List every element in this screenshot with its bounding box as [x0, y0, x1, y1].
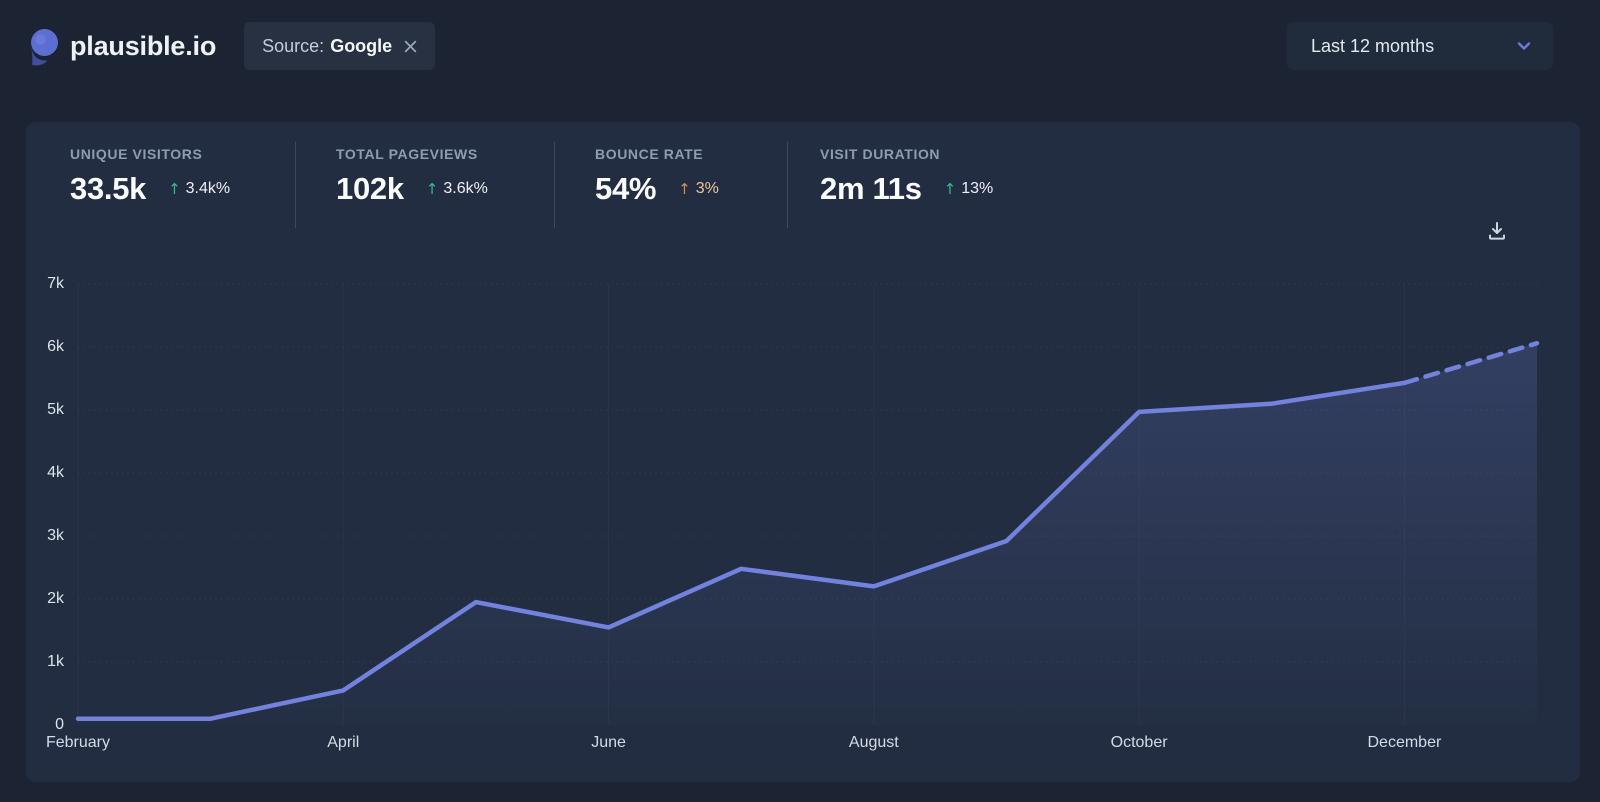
- chevron-down-icon: [1517, 42, 1531, 50]
- stat-total-pageviews[interactable]: TOTAL PAGEVIEWS 102k ↑ 3.6k%: [296, 142, 555, 228]
- y-axis-tick: 5k: [47, 401, 64, 418]
- stat-delta: ↑ 3.6k%: [425, 180, 488, 198]
- y-axis-tick: 3k: [47, 527, 64, 544]
- filter-chip-prefix: Source:: [262, 35, 325, 56]
- stats-row: UNIQUE VISITORS 33.5k ↑ 3.4k% TOTAL PAGE…: [26, 142, 1088, 228]
- x-axis-tick: April: [327, 734, 360, 751]
- delta-arrow-up-icon: ↑: [168, 180, 181, 198]
- delta-arrow-up-icon: ↑: [678, 180, 691, 198]
- plausible-logo-icon: [31, 29, 58, 66]
- date-range-value: Last 12 months: [1311, 35, 1435, 56]
- stat-label: VISIT DURATION: [820, 146, 941, 162]
- stat-visit-duration[interactable]: VISIT DURATION 2m 11s ↑ 13%: [788, 142, 1088, 228]
- x-axis-tick: October: [1110, 734, 1168, 751]
- analytics-panel: UNIQUE VISITORS 33.5k ↑ 3.4k% TOTAL PAGE…: [26, 122, 1580, 782]
- y-axis-tick: 6k: [47, 338, 64, 355]
- chart-series: [75, 340, 1540, 725]
- x-axis-tick: February: [45, 734, 111, 751]
- stat-label: UNIQUE VISITORS: [70, 146, 203, 162]
- y-axis-tick: 0: [55, 716, 64, 733]
- site-name: plausible.io: [70, 30, 217, 61]
- stat-unique-visitors[interactable]: UNIQUE VISITORS 33.5k ↑ 3.4k%: [26, 142, 296, 228]
- download-icon[interactable]: [1482, 216, 1512, 246]
- stat-label: TOTAL PAGEVIEWS: [336, 146, 478, 162]
- x-axis-tick: June: [591, 734, 626, 751]
- stat-value: 2m 11s: [820, 171, 922, 206]
- x-axis-tick: December: [1367, 734, 1442, 751]
- delta-arrow-up-icon: ↑: [425, 180, 439, 198]
- y-axis-tick: 4k: [47, 464, 64, 481]
- date-range-selector[interactable]: Last 12 months: [1287, 22, 1553, 70]
- stat-delta: ↑ 13%: [943, 180, 994, 198]
- filter-chip-value: Google: [330, 35, 393, 56]
- stat-value: 102k: [336, 171, 404, 206]
- y-axis-tick: 1k: [47, 653, 64, 670]
- top-bar: plausible.io Source: Google Last 12 mont…: [0, 0, 1600, 92]
- y-axis-tick: 7k: [47, 275, 64, 292]
- delta-arrow-up-icon: ↑: [943, 180, 957, 198]
- stat-delta: ↑ 3%: [678, 180, 719, 198]
- stat-label: BOUNCE RATE: [595, 146, 704, 162]
- y-axis-tick: 2k: [47, 590, 64, 607]
- stat-value: 54%: [595, 171, 657, 206]
- stat-delta: ↑ 3.4k%: [168, 180, 231, 198]
- filter-chip-source[interactable]: Source: Google: [244, 22, 436, 70]
- stat-value: 33.5k: [70, 171, 147, 206]
- x-axis-tick: August: [848, 734, 899, 751]
- close-icon[interactable]: [404, 40, 417, 53]
- visitors-chart-svg[interactable]: [26, 122, 1580, 782]
- stat-bounce-rate[interactable]: BOUNCE RATE 54% ↑ 3%: [555, 142, 788, 228]
